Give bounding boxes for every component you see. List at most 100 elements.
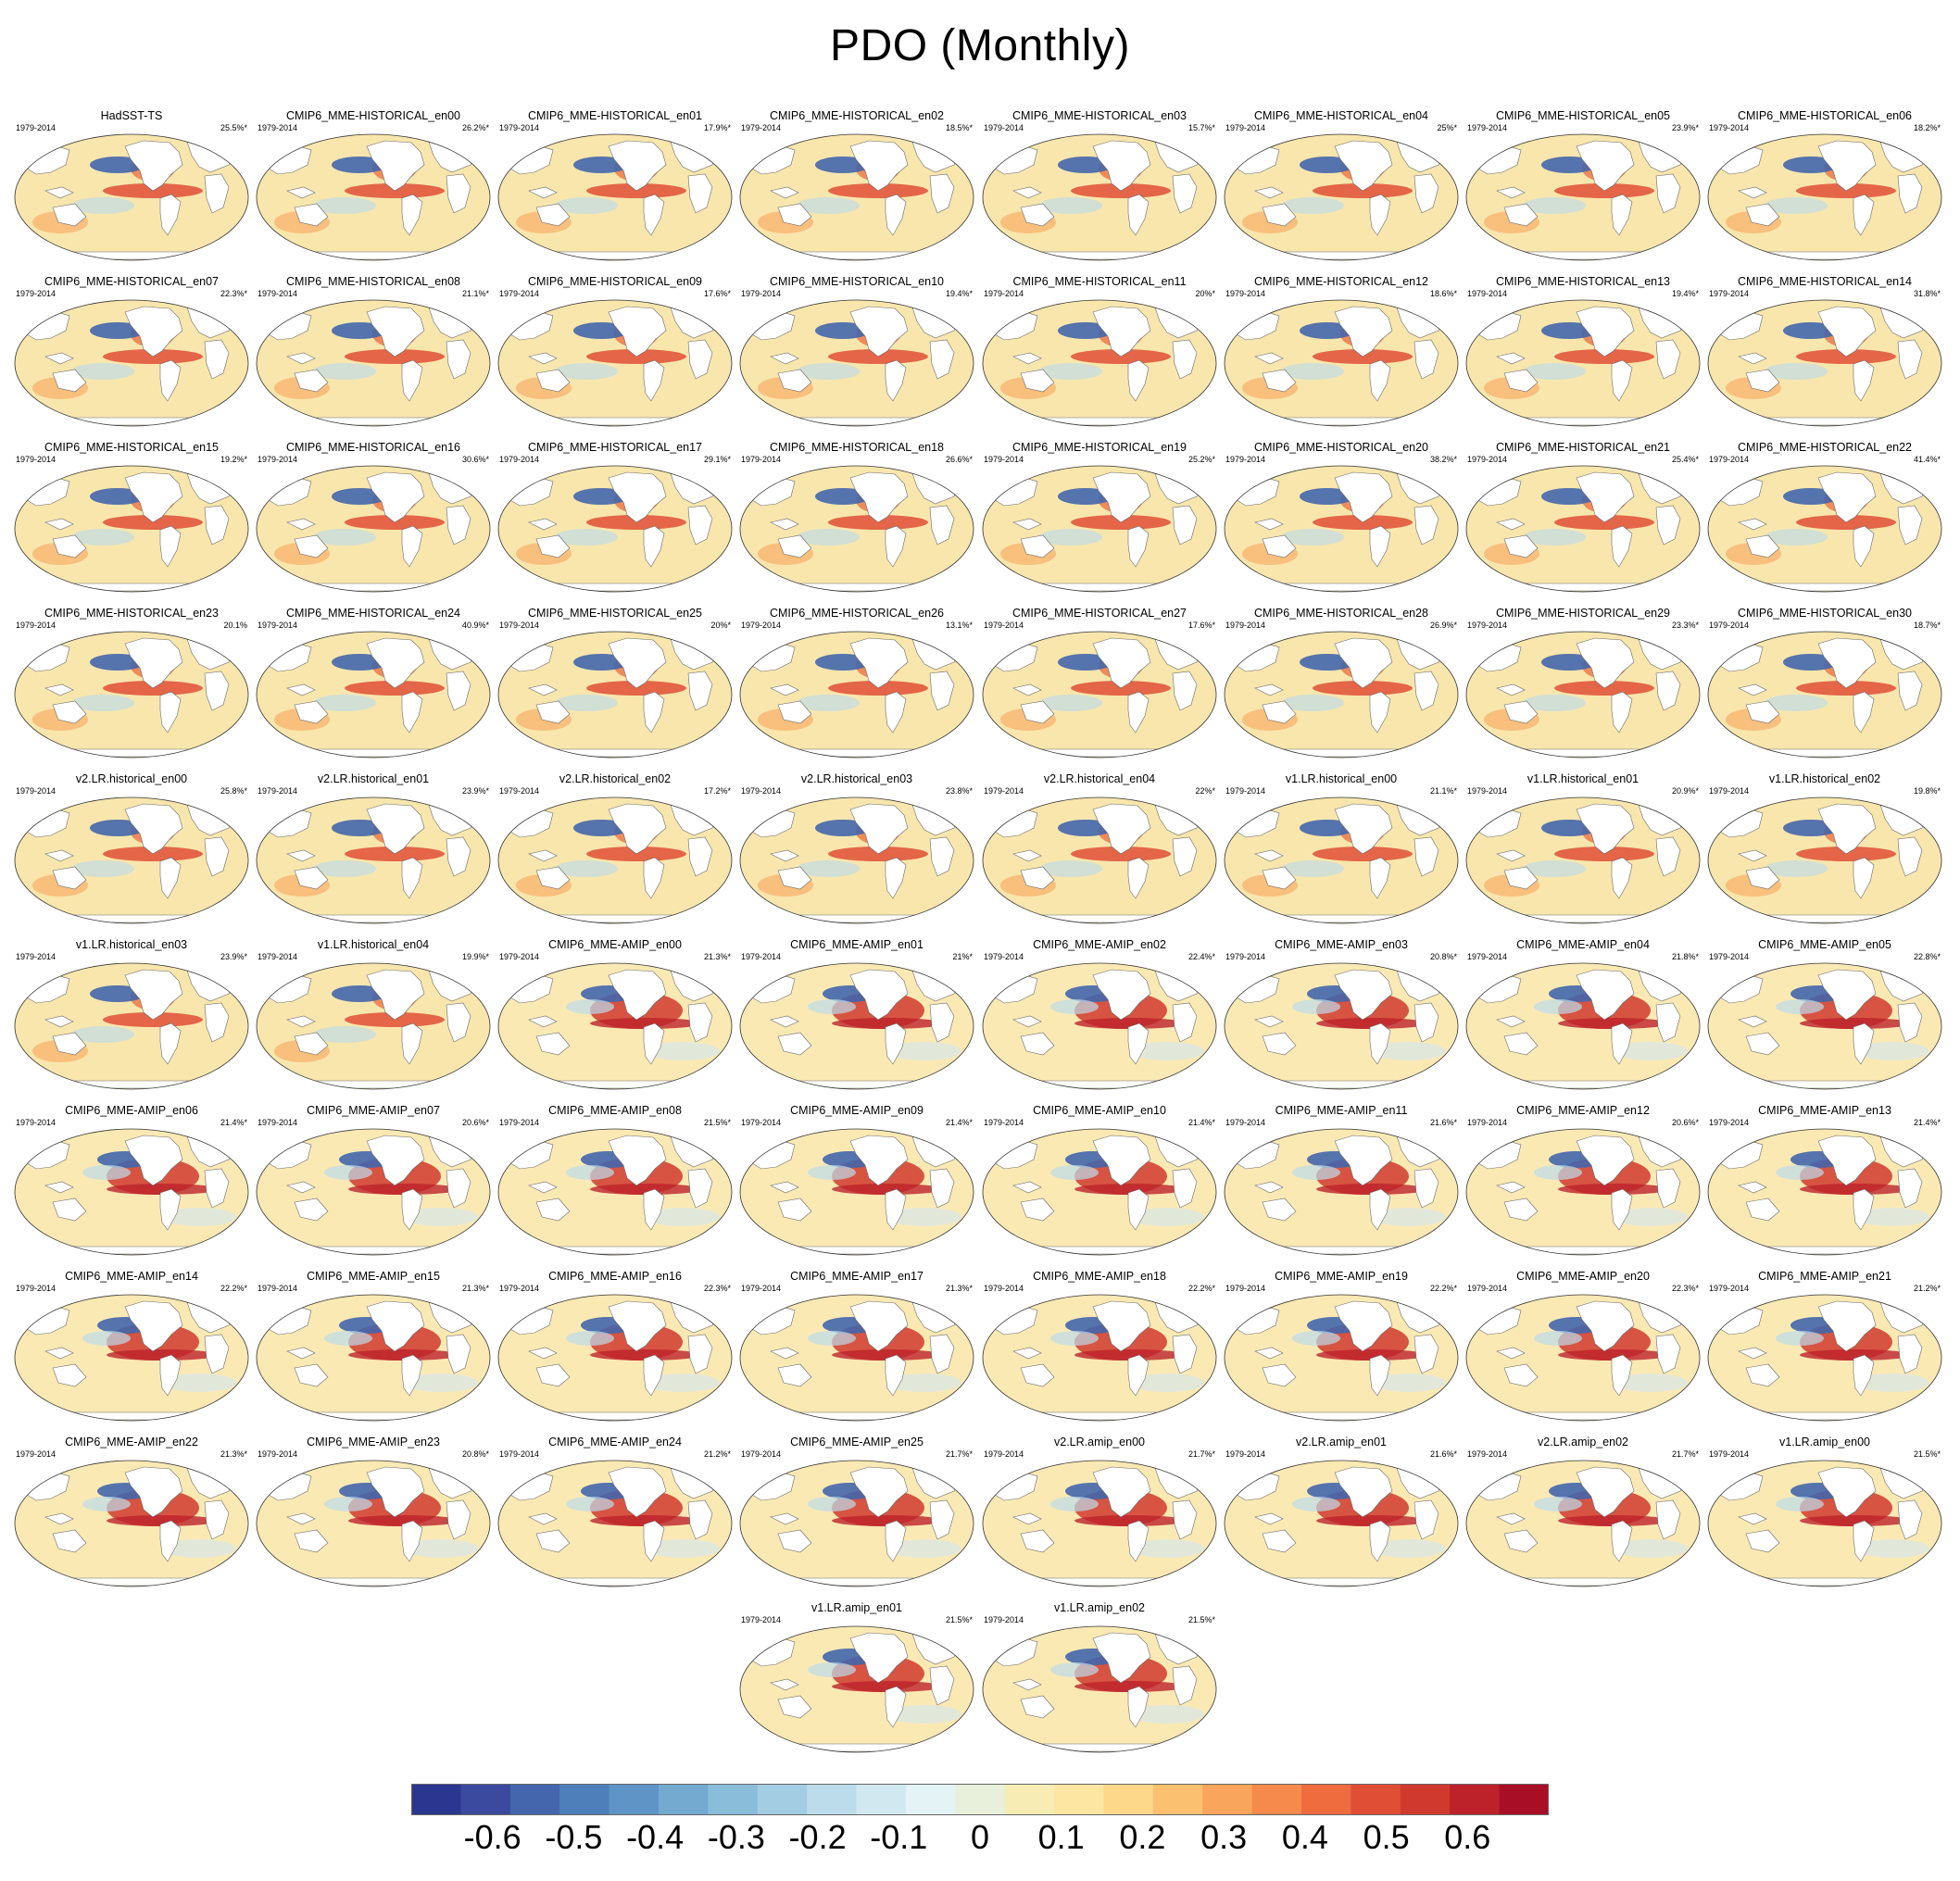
south-atlantic-cool-anomaly	[1614, 1042, 1688, 1060]
land-africa	[204, 671, 230, 711]
panel-title: v1.LR.amip_en01	[811, 1601, 902, 1614]
map-border	[1224, 962, 1459, 1090]
equatorial-warm-band	[107, 1184, 218, 1195]
panel-variance-percent: 22.2%*	[1187, 1284, 1215, 1293]
colorbar-segment	[559, 1784, 610, 1815]
land-south-america	[885, 525, 907, 568]
panel-period: 1979-2014	[984, 786, 1024, 796]
land-africa	[687, 1002, 713, 1043]
south-pacific-cool-anomaly	[1523, 529, 1586, 545]
map-panel: CMIP6_MME-AMIP_en20 1979-2014 22.3%*	[1465, 1270, 1701, 1422]
land-maritime-continent	[1738, 683, 1767, 696]
land-north-america	[1334, 1300, 1393, 1352]
map-panel: CMIP6_MME-HISTORICAL_en00 1979-2014 26.2%*	[256, 109, 491, 261]
land-north-america	[849, 803, 909, 855]
land-australia	[535, 700, 571, 724]
panel-period: 1979-2014	[741, 1449, 782, 1459]
south-atlantic-cool-anomaly	[646, 1539, 720, 1558]
panel-title: CMIP6_MME-AMIP_en20	[1516, 1270, 1650, 1283]
colorbar-tick-label: -0.3	[707, 1818, 765, 1856]
land-africa	[1172, 173, 1198, 214]
land-north-america	[608, 1300, 667, 1352]
land-maritime-continent	[1012, 1512, 1042, 1525]
pdo-map	[497, 1128, 733, 1256]
map-panel: CMIP6_MME-AMIP_en10 1979-2014 21.4%*	[982, 1104, 1217, 1256]
south-pacific-cool-anomaly	[313, 197, 376, 214]
pdo-map	[1707, 1294, 1942, 1422]
land-antarctica	[775, 748, 938, 758]
land-africa	[687, 671, 713, 711]
land-antarctica	[1743, 748, 1906, 758]
land-maritime-continent	[1012, 352, 1042, 365]
land-maritime-continent	[1254, 683, 1284, 696]
panel-period: 1979-2014	[741, 1284, 782, 1293]
land-australia	[1020, 1363, 1055, 1387]
land-antarctica	[50, 1246, 213, 1255]
land-africa	[1897, 836, 1923, 877]
map-panel: v1.LR.amip_en01 1979-2014 21.5%*	[739, 1601, 974, 1753]
land-australia	[777, 700, 812, 724]
panel-variance-percent: 21.8%*	[1671, 952, 1699, 961]
west-pacific-cool-anomaly	[1292, 1331, 1340, 1346]
panel-variance-percent: 21%*	[952, 952, 973, 961]
panel-variance-percent: 22.2%*	[220, 1284, 247, 1293]
map-panel: CMIP6_MME-HISTORICAL_en24 1979-2014 40.9%*	[256, 607, 491, 759]
map-border	[256, 962, 491, 1090]
map-panel: HadSST-TS 1979-2014 25.5%*	[14, 109, 249, 261]
map-panel: CMIP6_MME-AMIP_en22 1979-2014 21.3%*	[14, 1436, 249, 1587]
map-border	[1707, 1460, 1942, 1587]
equatorial-warm-band	[1074, 1018, 1186, 1029]
land-maritime-continent	[528, 186, 558, 199]
south-pacific-cool-anomaly	[71, 695, 134, 711]
panel-variance-percent: 13.1%*	[945, 621, 973, 630]
south-pacific-cool-anomaly	[1523, 860, 1586, 877]
panel-title: CMIP6_MME-HISTORICAL_en27	[1011, 607, 1187, 620]
panel-title: CMIP6_MME-AMIP_en21	[1758, 1270, 1891, 1283]
west-pacific-cool-anomaly	[1776, 1165, 1824, 1180]
land-australia	[52, 700, 87, 724]
panel-variance-percent: 21.3%*	[945, 1284, 973, 1293]
land-africa	[204, 1002, 230, 1043]
land-maritime-continent	[44, 1512, 74, 1525]
pdo-map	[739, 299, 974, 427]
west-pacific-cool-anomaly	[82, 1165, 131, 1180]
panel-variance-percent: 21.1%*	[461, 289, 489, 298]
map-panel: CMIP6_MME-AMIP_en05 1979-2014 22.8%*	[1707, 938, 1942, 1090]
panel-period: 1979-2014	[1225, 123, 1266, 132]
land-maritime-continent	[44, 1181, 74, 1194]
land-antarctica	[1743, 251, 1906, 260]
west-pacific-cool-anomaly	[1534, 1331, 1582, 1346]
panel-variance-percent: 19.4%*	[945, 289, 973, 298]
colorbar-segment	[1251, 1784, 1302, 1815]
land-north-america	[1334, 1466, 1393, 1518]
map-border	[256, 1294, 491, 1422]
south-pacific-cool-anomaly	[71, 363, 134, 380]
land-maritime-continent	[286, 1015, 316, 1028]
land-maritime-continent	[44, 518, 74, 531]
land-south-america	[1853, 1188, 1875, 1231]
land-south-america	[1853, 1520, 1875, 1562]
panel-variance-percent: 41.4%*	[1913, 455, 1941, 464]
land-africa	[929, 505, 955, 545]
map-border	[1224, 631, 1459, 759]
panel-period: 1979-2014	[984, 455, 1024, 464]
equatorial-warm-band	[1558, 1184, 1669, 1195]
panel-period: 1979-2014	[499, 123, 540, 132]
panel-title: CMIP6_MME-HISTORICAL_en12	[1253, 275, 1429, 288]
land-south-america	[1127, 1686, 1150, 1728]
map-panel: v2.LR.historical_en01 1979-2014 23.9%*	[256, 772, 491, 924]
panel-variance-percent: 22.3%*	[703, 1284, 731, 1293]
panel-variance-percent: 17.9%*	[703, 123, 731, 132]
land-north-america	[1576, 140, 1635, 192]
panel-title: CMIP6_MME-HISTORICAL_en24	[285, 607, 461, 620]
land-antarctica	[1743, 1080, 1906, 1089]
panel-variance-percent: 21.4%*	[1187, 1118, 1215, 1127]
south-atlantic-cool-anomaly	[1130, 1208, 1204, 1226]
panel-variance-percent: 19.4%*	[1671, 289, 1699, 298]
panel-period: 1979-2014	[258, 123, 298, 132]
panel-period: 1979-2014	[1467, 123, 1508, 132]
colorbar-segment	[411, 1784, 461, 1815]
land-antarctica	[534, 1577, 697, 1586]
south-pacific-cool-anomaly	[1765, 197, 1828, 214]
equatorial-warm-band	[1074, 1681, 1186, 1692]
